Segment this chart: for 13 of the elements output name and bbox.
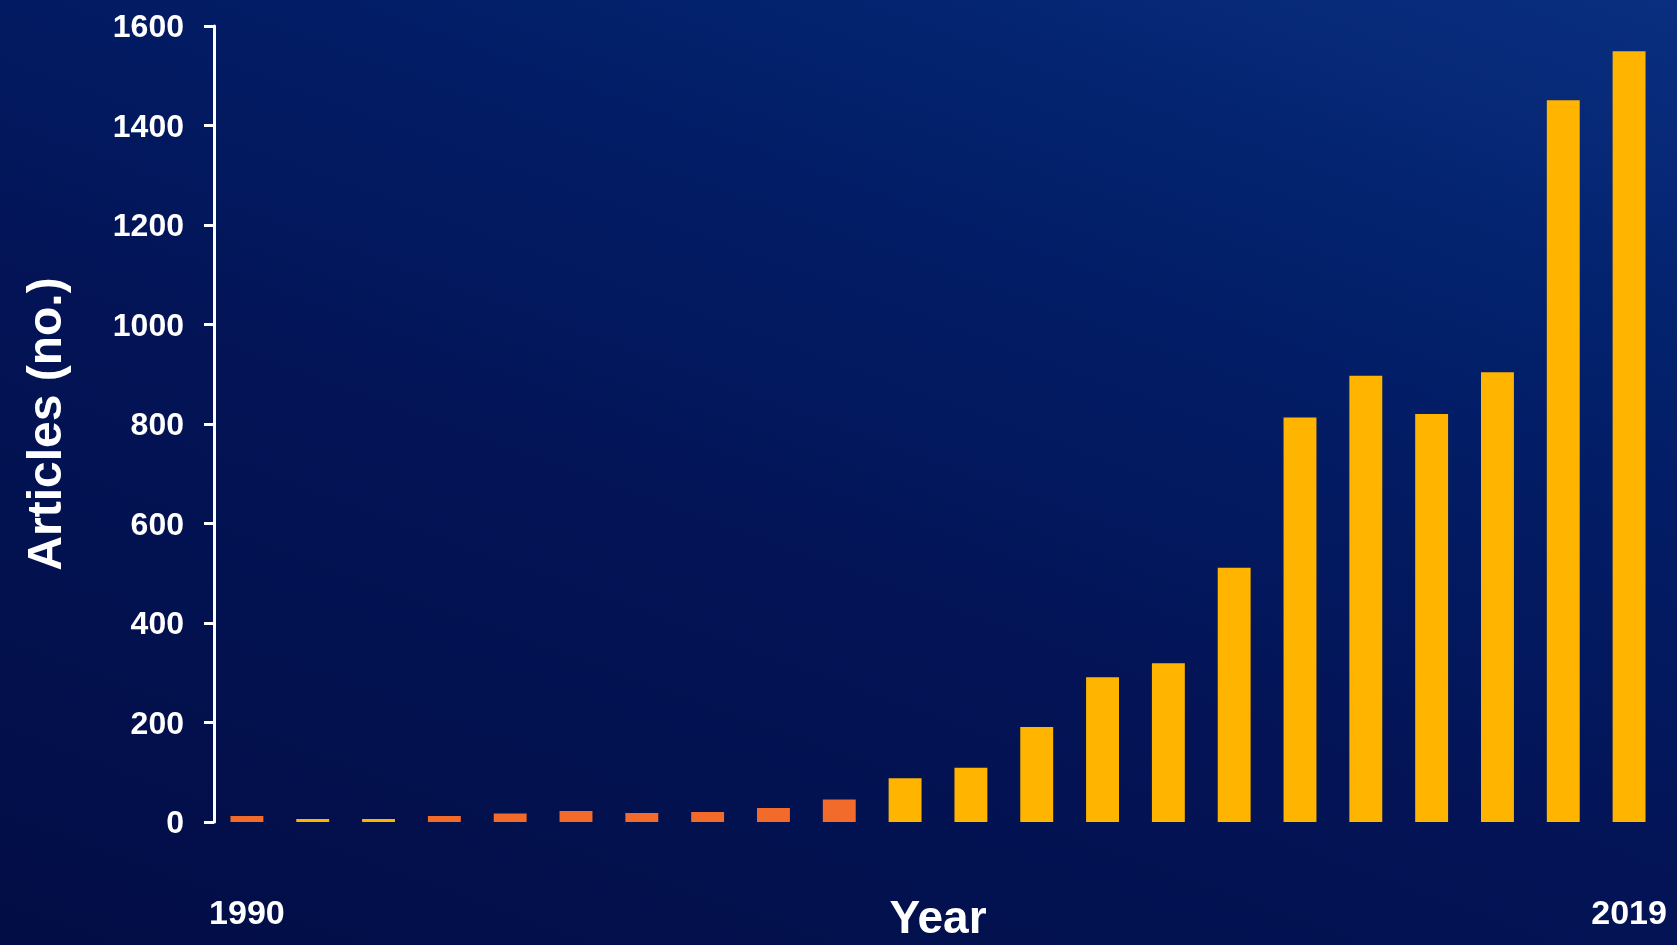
y-tick-label: 1200 (112, 207, 184, 243)
y-tick-label: 0 (166, 804, 184, 840)
x-tick-label: 1990 (209, 893, 285, 931)
y-axis-title: Articles (no.) (17, 277, 71, 571)
x-axis-title: Year (889, 891, 987, 943)
y-tick-label: 400 (130, 605, 184, 641)
x-tick-label: 2019 (1591, 893, 1667, 931)
y-tick-label: 1600 (112, 8, 184, 44)
y-tick-label: 1000 (112, 306, 184, 343)
y-tick-label: 600 (130, 505, 184, 542)
y-tick-label: 800 (130, 406, 184, 442)
y-tick-label: 1400 (112, 107, 184, 144)
y-tick-label: 200 (130, 704, 184, 741)
